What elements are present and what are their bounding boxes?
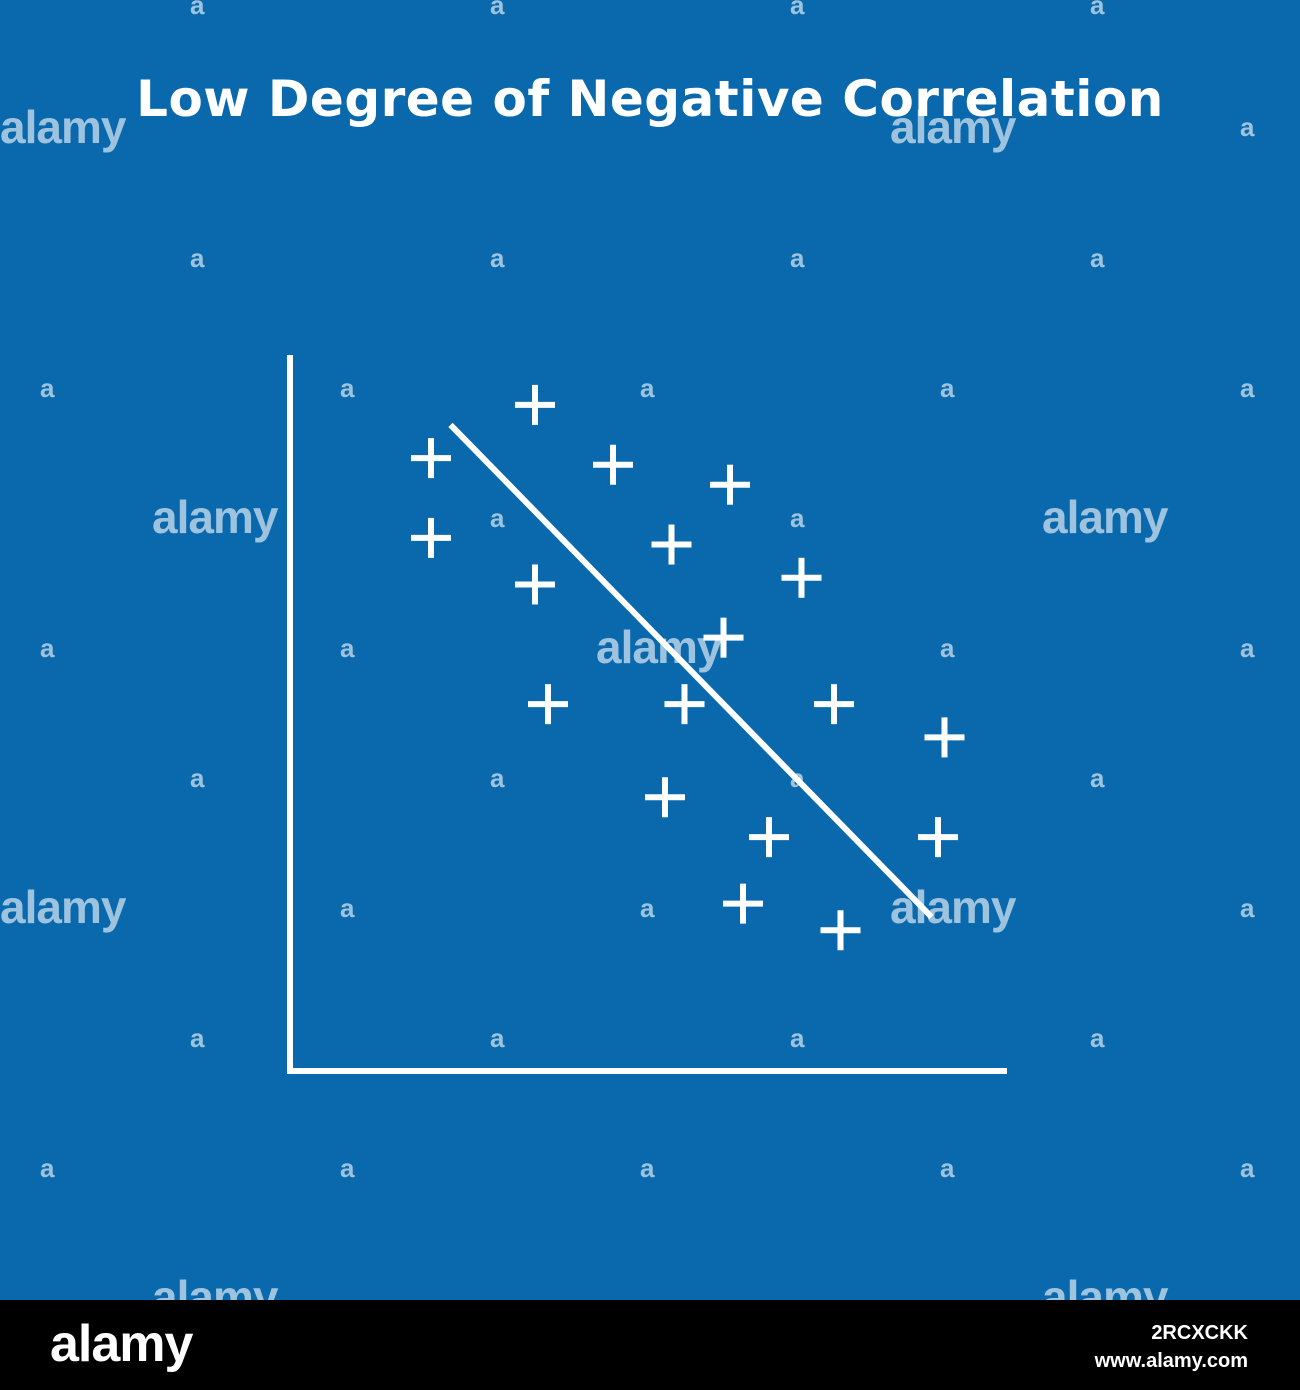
data-point-plus-marker xyxy=(781,557,822,598)
data-point-plus-marker xyxy=(918,817,958,858)
watermark-alamy: alamy xyxy=(890,101,1016,153)
watermark-a-mark: a xyxy=(790,1023,805,1053)
chart-title: Low Degree of Negative Correlation xyxy=(136,70,1164,128)
watermark-a-mark: a xyxy=(640,373,655,403)
watermark-a-mark: a xyxy=(490,243,505,273)
data-point-plus-marker xyxy=(814,684,854,725)
watermark-a-mark: a xyxy=(1240,1153,1255,1183)
watermark-a-mark: a xyxy=(640,1153,655,1183)
watermark-alamy: alamy xyxy=(596,621,722,673)
data-point-plus-marker xyxy=(703,617,744,658)
watermark-a-mark: a xyxy=(1090,0,1105,20)
watermark-alamy: alamy xyxy=(1042,491,1168,543)
watermark-alamy: alamy xyxy=(152,1271,278,1300)
watermark-a-mark: a xyxy=(940,1153,955,1183)
watermark-alamy: alamy xyxy=(152,491,278,543)
watermark-a-mark: a xyxy=(490,763,505,793)
data-point-plus-marker xyxy=(645,777,685,818)
watermark-a-mark: a xyxy=(190,243,205,273)
footer-brand-logo: alamy xyxy=(50,1315,193,1373)
chart-canvas: alamy alamy alamy alamy alamy alamy alamy alamy… xyxy=(0,0,1300,1300)
watermark-a-mark: a xyxy=(790,0,805,20)
footer-image-id: 2RCXCKK xyxy=(1151,1322,1248,1344)
watermark-a-mark: a xyxy=(490,1023,505,1053)
data-point-plus-marker xyxy=(664,684,705,725)
data-point-plus-marker xyxy=(411,438,451,479)
watermark-a-mark: a xyxy=(1240,112,1255,142)
data-point-plus-marker xyxy=(710,464,750,505)
data-point-plus-marker xyxy=(515,384,555,425)
watermark-a-mark: a xyxy=(340,893,355,923)
watermark-a-mark: a xyxy=(340,633,355,663)
footer-url: www.alamy.com xyxy=(1094,1350,1248,1372)
data-point-plus-marker xyxy=(924,717,965,758)
watermark-a-mark: a xyxy=(190,0,205,20)
data-point-plus-marker xyxy=(651,524,692,565)
watermark-a-mark: a xyxy=(490,503,505,533)
data-point-plus-marker xyxy=(411,517,451,558)
watermark-a-mark: a xyxy=(790,503,805,533)
data-point-plus-marker xyxy=(749,817,789,858)
watermark-a-mark: a xyxy=(40,373,55,403)
watermark-a-mark: a xyxy=(1240,893,1255,923)
watermark-a-mark: a xyxy=(790,243,805,273)
watermark-a-mark: a xyxy=(640,893,655,923)
scatter-plot xyxy=(287,355,1007,1074)
watermark-a-mark: a xyxy=(1240,633,1255,663)
trend-line xyxy=(448,422,934,920)
watermark-a-mark: a xyxy=(1090,243,1105,273)
watermark-a-mark: a xyxy=(940,373,955,403)
watermark-alamy: alamy xyxy=(1042,1271,1168,1300)
data-point-plus-marker xyxy=(593,444,633,485)
data-point-plus-marker xyxy=(528,684,568,725)
watermark-a-mark: a xyxy=(40,633,55,663)
footer-bar: alamy 2RCXCKK www.alamy.com xyxy=(0,1300,1300,1390)
watermark-a-mark: a xyxy=(940,633,955,663)
watermark-a-mark: a xyxy=(190,763,205,793)
watermark-a-mark: a xyxy=(40,1153,55,1183)
watermark-a-mark: a xyxy=(340,373,355,403)
watermark-a-mark: a xyxy=(190,1023,205,1053)
watermark-alamy: alamy xyxy=(0,881,126,933)
watermark-a-mark: a xyxy=(340,1153,355,1183)
data-point-plus-marker xyxy=(820,910,861,951)
data-point-plus-marker xyxy=(515,564,555,605)
watermark-a-mark: a xyxy=(490,0,505,20)
watermark-a-mark: a xyxy=(1090,763,1105,793)
watermark-alamy: alamy xyxy=(0,101,126,153)
watermark-alamy: alamy xyxy=(890,881,1016,933)
watermark-a-mark: a xyxy=(1240,373,1255,403)
data-point-plus-marker xyxy=(723,883,763,924)
watermark-a-mark: a xyxy=(1090,1023,1105,1053)
data-points xyxy=(411,384,965,951)
